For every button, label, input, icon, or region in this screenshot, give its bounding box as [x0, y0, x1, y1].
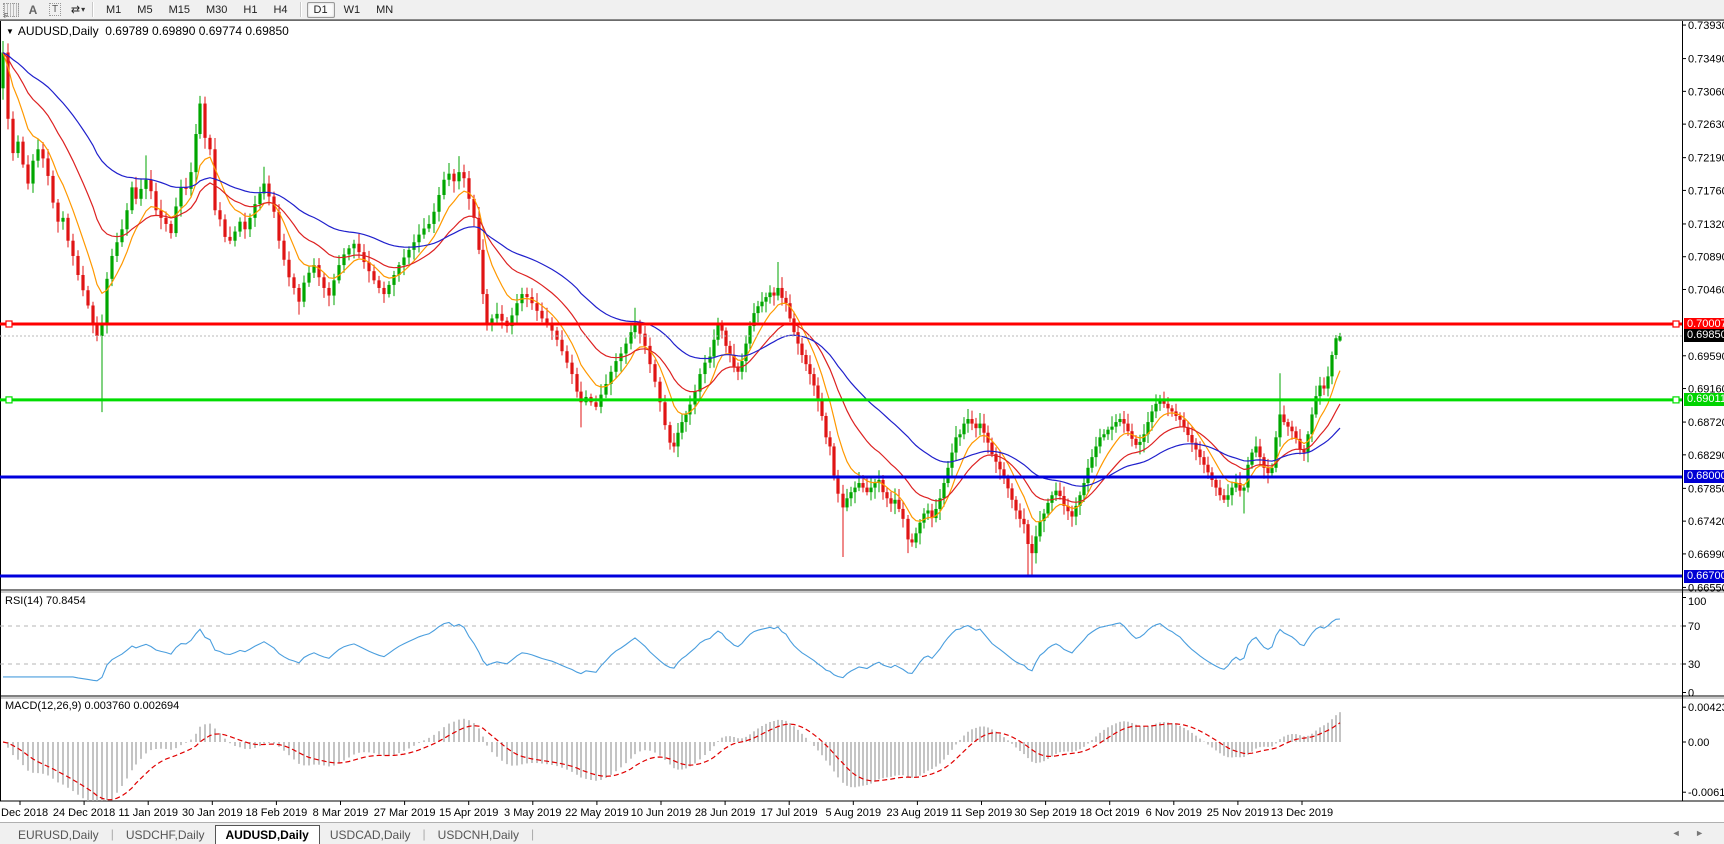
date-tick-label: 11 Jan 2019 — [118, 807, 178, 819]
date-tick-label: 8 Mar 2019 — [313, 807, 369, 819]
date-tick-label: 30 Jan 2019 — [182, 807, 243, 819]
date-tick-label: 5 Aug 2019 — [825, 807, 881, 819]
toolbar-separator — [92, 2, 94, 17]
price-tick-label: 0.68290 — [1688, 450, 1724, 462]
macd-tick-label: 0.00423 — [1688, 702, 1724, 714]
ohlc-readout: 0.69789 0.69890 0.69774 0.69850 — [105, 24, 289, 38]
macd-signal-line — [2, 722, 1341, 801]
date-tick-label: 6 Nov 2019 — [1146, 807, 1202, 819]
dropdown-caret-icon[interactable]: ▾ — [81, 5, 85, 14]
tab-scroll-arrows[interactable]: ◄ ► — [1671, 828, 1710, 838]
price-tick-label: 0.70890 — [1688, 252, 1724, 264]
macd-tick-label: 0.00 — [1688, 737, 1709, 749]
date-tick-label: 3 May 2019 — [504, 807, 561, 819]
tab-separator: | — [110, 827, 114, 841]
price-tick-label: 0.67850 — [1688, 483, 1724, 495]
toolbar-separator — [299, 2, 302, 17]
symbol-name: AUDUSD,Daily — [17, 24, 99, 38]
price-tick-label: 0.69160 — [1688, 384, 1724, 396]
date-tick-label: 28 Jun 2019 — [695, 807, 756, 819]
timeframe-m30[interactable]: M30 — [205, 3, 228, 16]
support-line-green-handle — [5, 396, 13, 404]
date-tick-label: 18 Feb 2019 — [246, 807, 308, 819]
rsi-line — [3, 618, 1341, 682]
price-tick-label: 0.70460 — [1688, 284, 1724, 296]
price-tick-label: 0.71320 — [1688, 219, 1724, 231]
arrows-tool-icon[interactable]: ⇄ ▾ — [70, 4, 85, 16]
resistance-line-handle — [5, 320, 13, 328]
macd-tick-label: -0.00610 — [1688, 787, 1724, 799]
date-tick-label: 13 Dec 2019 — [1271, 807, 1333, 819]
date-tick-label: 18 Oct 2019 — [1080, 807, 1140, 819]
price-tick-label: 0.68720 — [1688, 417, 1724, 429]
ma-mid-line — [2, 52, 1341, 503]
resistance-line-handle — [1672, 320, 1680, 328]
price-tick-label: 0.72190 — [1688, 153, 1724, 165]
date-tick-label: 24 Dec 2018 — [53, 807, 115, 819]
timeframe-m1[interactable]: M1 — [106, 3, 122, 16]
timeframe-mn[interactable]: MN — [376, 3, 394, 16]
date-tick-label: 23 Aug 2019 — [887, 807, 949, 819]
macd-histogram — [7, 712, 1341, 801]
price-tick-label: 0.73490 — [1688, 54, 1724, 66]
symbol-tab-strip: EURUSD,Daily | USDCHF,Daily AUDUSD,Daily USD… — [0, 822, 1724, 844]
price-tick-label: 0.69590 — [1688, 351, 1724, 363]
indicator-grid-icon[interactable]: F — [2, 2, 20, 20]
chart-title: ▼ AUDUSD,Daily 0.69789 0.69890 0.69774 0.… — [6, 24, 289, 38]
text-label-icon[interactable]: A — [28, 2, 38, 17]
tab-usdchf[interactable]: USDCHF,Daily — [125, 827, 205, 842]
timeframe-h4[interactable]: H4 — [273, 3, 288, 16]
rsi-tick-label: 100 — [1688, 596, 1706, 608]
tab-usdcad[interactable]: USDCAD,Daily — [329, 827, 411, 842]
ma-slow-line — [2, 51, 1341, 487]
rsi-tick-label: 70 — [1688, 621, 1700, 633]
price-label-0.70007: 0.70007 — [1684, 317, 1724, 331]
date-tick-label: 17 Jul 2019 — [761, 807, 818, 819]
date-tick-label: 27 Mar 2019 — [374, 807, 436, 819]
timeframe-w1[interactable]: W1 — [343, 3, 361, 16]
date-tick-label: 10 Jun 2019 — [631, 807, 692, 819]
tab-usdcnh[interactable]: USDCNH,Daily — [437, 827, 520, 842]
rsi-tick-label: 30 — [1688, 659, 1700, 671]
tab-audusd[interactable]: AUDUSD,Daily — [214, 825, 320, 844]
support-line-green-handle — [1672, 396, 1680, 404]
price-label-0.68000: 0.68000 — [1684, 470, 1724, 484]
date-tick-label: 15 Apr 2019 — [439, 807, 498, 819]
timeframe-h1[interactable]: H1 — [243, 3, 258, 16]
chart-canvas[interactable]: 0.73930 0.73490 0.73060 0.72630 0.72190 0.717… — [0, 20, 1724, 822]
price-tick-label: 0.72630 — [1688, 119, 1724, 131]
timeframe-m5[interactable]: M5 — [137, 3, 153, 16]
timeframe-d1[interactable]: D1 — [306, 1, 335, 18]
price-tick-label: 0.73930 — [1688, 20, 1724, 32]
date-tick-label: 25 Nov 2019 — [1207, 807, 1269, 819]
price-label-0.69850: 0.69850 — [1684, 329, 1724, 343]
rsi-indicator-label: RSI(14) 70.8454 — [5, 595, 86, 607]
price-label-0.66700: 0.66700 — [1684, 569, 1724, 583]
ma-fast-line — [2, 52, 1341, 523]
price-tick-label: 0.71760 — [1688, 185, 1724, 197]
tab-separator: | — [422, 827, 426, 841]
text-box-icon[interactable]: T — [46, 2, 64, 17]
price-tick-label: 0.67420 — [1688, 516, 1724, 528]
toolbar: F A T ⇄ ▾ M1 M5 M15 M30 H1 H4 D1 W1 MN — [0, 0, 1724, 20]
tab-eurusd[interactable]: EURUSD,Daily — [18, 827, 99, 842]
rsi-tick-label: 0 — [1688, 688, 1694, 700]
date-tick-label: 22 May 2019 — [565, 807, 629, 819]
price-tick-label: 0.66550 — [1688, 582, 1724, 594]
tab-separator: | — [531, 827, 535, 841]
date-tick-label: 30 Sep 2019 — [1014, 807, 1076, 819]
symbol-dropdown-icon[interactable]: ▼ — [6, 27, 14, 36]
price-tick-label: 0.66990 — [1688, 549, 1724, 561]
date-tick-label: 5 Dec 2018 — [0, 807, 48, 819]
price-tick-label: 0.73060 — [1688, 86, 1724, 98]
timeframe-m15[interactable]: M15 — [168, 3, 190, 16]
price-label-0.69011: 0.69011 — [1684, 393, 1724, 407]
date-tick-label: 11 Sep 2019 — [951, 807, 1013, 819]
timeframe-buttons: M1 M5 M15 M30 H1 H4 D1 W1 MN — [98, 1, 401, 18]
macd-indicator-label: MACD(12,26,9) 0.003760 0.002694 — [5, 700, 180, 712]
